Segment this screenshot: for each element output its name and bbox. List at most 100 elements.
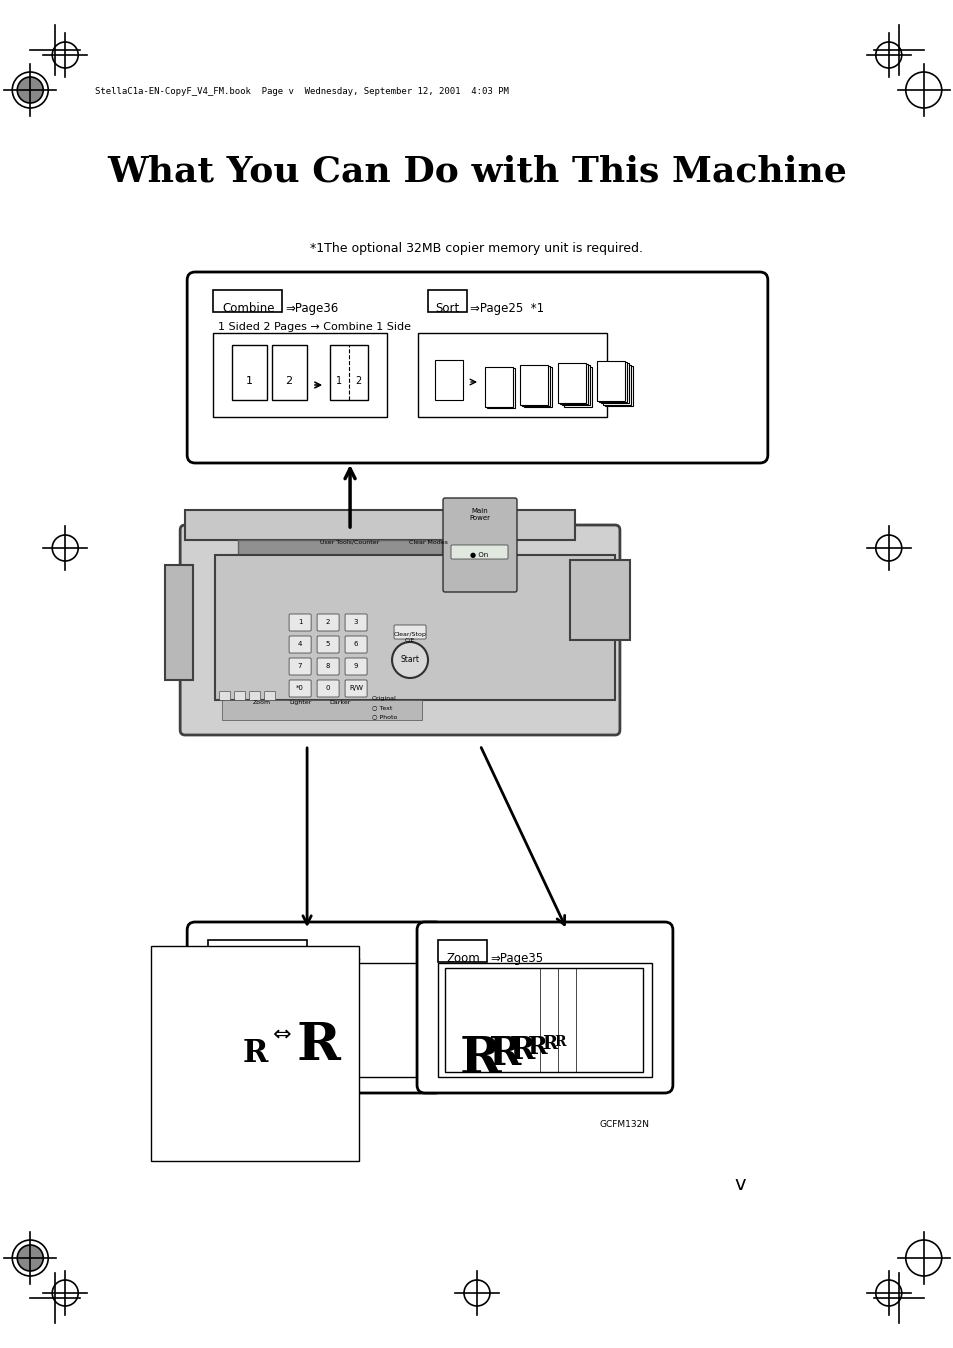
FancyBboxPatch shape — [289, 658, 311, 675]
Bar — [519, 365, 547, 404]
Bar — [222, 700, 421, 720]
Text: R/W: R/W — [349, 685, 363, 692]
Text: Clear Modes: Clear Modes — [408, 541, 447, 545]
Circle shape — [17, 77, 43, 102]
Text: ⇒Page33: ⇒Page33 — [308, 952, 361, 965]
Bar — [435, 360, 462, 400]
FancyBboxPatch shape — [345, 658, 367, 675]
Text: 2: 2 — [285, 376, 293, 386]
FancyBboxPatch shape — [289, 679, 311, 697]
FancyBboxPatch shape — [289, 613, 311, 631]
Text: R: R — [527, 1035, 547, 1060]
Text: Main
Power: Main Power — [469, 508, 490, 520]
Bar — [215, 555, 615, 700]
Text: R: R — [541, 1035, 557, 1053]
Text: Lighter: Lighter — [289, 700, 311, 705]
Text: ○ Photo: ○ Photo — [372, 714, 397, 718]
Text: 0: 0 — [326, 685, 330, 692]
FancyBboxPatch shape — [437, 940, 486, 962]
Text: v: v — [734, 1175, 745, 1194]
Text: ⇔: ⇔ — [273, 1024, 291, 1045]
Text: ⇒Page25  *1: ⇒Page25 *1 — [470, 302, 543, 315]
FancyBboxPatch shape — [219, 692, 231, 701]
FancyBboxPatch shape — [264, 692, 275, 701]
Text: 9: 9 — [354, 663, 358, 669]
Bar — [330, 345, 368, 400]
Text: 2: 2 — [355, 376, 361, 386]
Text: Zoom: Zoom — [446, 952, 479, 965]
FancyBboxPatch shape — [208, 962, 421, 1077]
FancyBboxPatch shape — [394, 625, 426, 639]
Text: Combine: Combine — [222, 302, 274, 315]
Text: 1: 1 — [245, 376, 253, 386]
Text: 3: 3 — [354, 619, 358, 625]
Text: Original: Original — [372, 696, 396, 701]
Text: 7: 7 — [297, 663, 302, 669]
Text: What You Can Do with This Machine: What You Can Do with This Machine — [107, 155, 846, 189]
FancyBboxPatch shape — [417, 333, 606, 417]
Circle shape — [392, 642, 428, 678]
Bar — [598, 363, 626, 402]
Text: 6: 6 — [354, 642, 358, 647]
Bar — [484, 367, 513, 407]
FancyBboxPatch shape — [185, 510, 575, 541]
FancyBboxPatch shape — [451, 545, 507, 559]
Bar — [561, 365, 590, 406]
Text: R: R — [459, 1035, 501, 1084]
FancyBboxPatch shape — [187, 272, 767, 462]
Text: GCFM132N: GCFM132N — [599, 1120, 649, 1130]
Text: Start: Start — [400, 655, 419, 665]
FancyBboxPatch shape — [345, 636, 367, 652]
Text: Darker: Darker — [329, 700, 351, 705]
Circle shape — [17, 1246, 43, 1271]
Text: R: R — [488, 1035, 519, 1073]
Text: 8: 8 — [326, 663, 330, 669]
Text: 2: 2 — [326, 619, 330, 625]
FancyBboxPatch shape — [213, 333, 387, 417]
Text: StellaC1a-EN-CopyF_V4_FM.book  Page v  Wednesday, September 12, 2001  4:03 PM: StellaC1a-EN-CopyF_V4_FM.book Page v Wed… — [95, 88, 509, 96]
FancyBboxPatch shape — [208, 940, 307, 962]
Bar — [597, 361, 624, 400]
FancyBboxPatch shape — [416, 922, 672, 1093]
FancyBboxPatch shape — [187, 922, 442, 1093]
Text: 1 Sided 2 Pages → Combine 1 Side: 1 Sided 2 Pages → Combine 1 Side — [218, 322, 411, 332]
Text: R: R — [510, 1035, 535, 1066]
Bar — [444, 968, 642, 1072]
Text: 1: 1 — [335, 376, 342, 386]
FancyBboxPatch shape — [442, 497, 517, 592]
FancyBboxPatch shape — [428, 290, 467, 311]
Bar — [602, 364, 631, 404]
FancyBboxPatch shape — [250, 692, 260, 701]
Bar — [605, 365, 633, 406]
FancyBboxPatch shape — [238, 541, 441, 572]
Text: 5: 5 — [326, 642, 330, 647]
FancyBboxPatch shape — [234, 692, 245, 701]
FancyBboxPatch shape — [213, 290, 282, 311]
Bar — [272, 345, 307, 400]
Bar — [559, 364, 587, 404]
Text: *0: *0 — [295, 685, 304, 692]
Text: 4: 4 — [297, 642, 302, 647]
Text: *1The optional 32MB copier memory unit is required.: *1The optional 32MB copier memory unit i… — [310, 243, 643, 255]
FancyBboxPatch shape — [316, 658, 338, 675]
Bar — [600, 364, 628, 403]
Text: ● On: ● On — [470, 551, 488, 558]
FancyBboxPatch shape — [437, 962, 651, 1077]
Text: ⇒Page36: ⇒Page36 — [285, 302, 338, 315]
Text: Sort: Sort — [435, 302, 458, 315]
Bar — [523, 368, 552, 407]
FancyBboxPatch shape — [180, 524, 619, 735]
Text: ⇒Page35: ⇒Page35 — [490, 952, 542, 965]
FancyBboxPatch shape — [345, 679, 367, 697]
Text: ○ Text: ○ Text — [372, 705, 392, 710]
FancyBboxPatch shape — [165, 565, 193, 679]
Bar — [232, 345, 267, 400]
FancyBboxPatch shape — [569, 559, 629, 640]
Text: Zoom: Zoom — [253, 700, 271, 705]
FancyBboxPatch shape — [316, 613, 338, 631]
FancyBboxPatch shape — [289, 636, 311, 652]
Text: 1: 1 — [297, 619, 302, 625]
Text: Reduce/Enlarge: Reduce/Enlarge — [211, 952, 303, 965]
Bar — [563, 367, 592, 407]
Bar — [521, 367, 550, 406]
